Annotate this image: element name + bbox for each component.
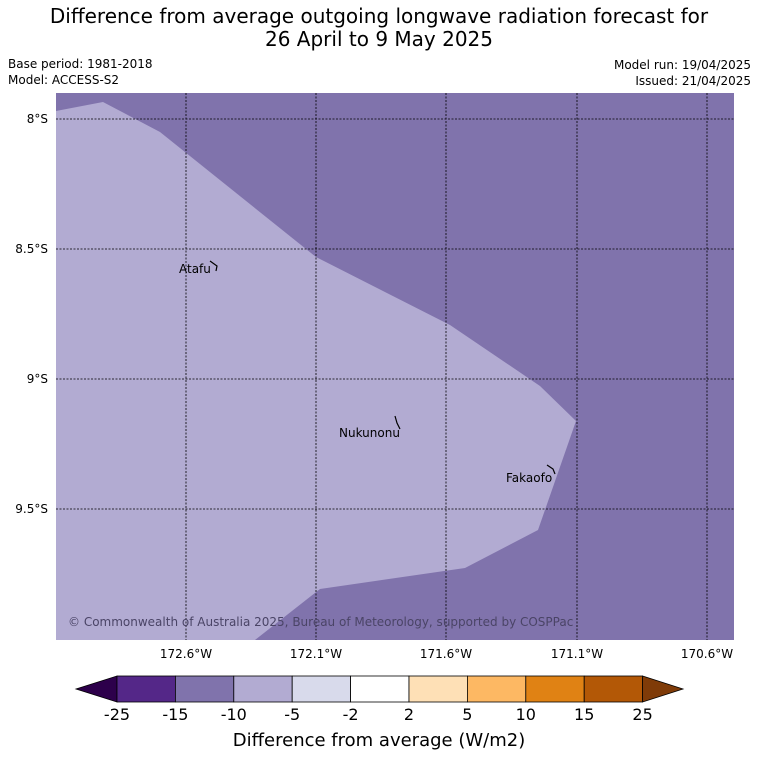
base-period: Base period: 1981-2018 bbox=[8, 57, 153, 71]
colorbar-bin-10-15 bbox=[525, 675, 585, 703]
colorbar-tick-2: 2 bbox=[404, 705, 414, 724]
colorbar-extend-low bbox=[74, 675, 118, 703]
colorbar-extend-high bbox=[642, 675, 685, 703]
lon-label-170-6w: 170.6°W bbox=[681, 647, 733, 661]
colorbar-bin-15-25 bbox=[583, 675, 644, 703]
colorbar-tick--2: -2 bbox=[343, 705, 359, 724]
lon-label-172-1w: 172.1°W bbox=[290, 647, 342, 661]
fakaofo-atoll bbox=[546, 464, 556, 475]
copyright-notice: © Commonwealth of Australia 2025, Bureau… bbox=[68, 615, 573, 629]
colorbar-tick--5: -5 bbox=[284, 705, 300, 724]
colorbar-tick--25: -25 bbox=[104, 705, 130, 724]
model-run: Model run: 19/04/2025 bbox=[613, 58, 751, 72]
colorbar-tick-5: 5 bbox=[462, 705, 472, 724]
lat-label-9s: 9°S bbox=[27, 372, 48, 386]
lon-label-172-6w: 172.6°W bbox=[160, 647, 212, 661]
colorbar-tick--15: -15 bbox=[162, 705, 188, 724]
place-nukunonu: Nukunonu bbox=[339, 426, 400, 440]
colorbar-bin--10--5 bbox=[233, 675, 293, 703]
colorbar-bin--5--2 bbox=[291, 675, 352, 703]
colorbar bbox=[74, 675, 685, 703]
colorbar-tick-25: 25 bbox=[632, 705, 652, 724]
colorbar-bin--25--15 bbox=[116, 675, 176, 703]
lon-label-171-1w: 171.1°W bbox=[551, 647, 603, 661]
meta-right: Model run: 19/04/2025 Issued: 21/04/2025 bbox=[614, 57, 751, 89]
nukunonu-atoll bbox=[394, 415, 401, 430]
colorbar-tick-10: 10 bbox=[516, 705, 536, 724]
lon-label-171-6w: 171.6°W bbox=[420, 647, 472, 661]
meta-left: Base period: 1981-2018 Model: ACCESS-S2 bbox=[8, 56, 153, 88]
model-name: Model: ACCESS-S2 bbox=[8, 73, 120, 87]
colorbar-bin--2-2 bbox=[350, 675, 410, 703]
colorbar-tick-15: 15 bbox=[574, 705, 594, 724]
atafu-atoll bbox=[209, 260, 218, 272]
place-atafu: Atafu bbox=[179, 262, 211, 276]
place-fakaofo: Fakaofo bbox=[506, 471, 552, 485]
lat-label-9-5s: 9.5°S bbox=[15, 502, 48, 516]
gridlines bbox=[56, 93, 734, 640]
title-line-2: 26 April to 9 May 2025 bbox=[265, 27, 493, 51]
chart-title: Difference from average outgoing longwav… bbox=[0, 5, 758, 51]
lat-label-8-5s: 8.5°S bbox=[15, 242, 48, 256]
colorbar-tick--10: -10 bbox=[221, 705, 247, 724]
title-line-1: Difference from average outgoing longwav… bbox=[49, 4, 709, 28]
lat-label-8s: 8°S bbox=[27, 112, 48, 126]
colorbar-bin-5-10 bbox=[466, 675, 527, 703]
atoll-outlines bbox=[209, 260, 556, 475]
issued-date: Issued: 21/04/2025 bbox=[635, 74, 751, 88]
colorbar-bin-2-5 bbox=[408, 675, 468, 703]
colorbar-bin--15--10 bbox=[174, 675, 235, 703]
colorbar-title: Difference from average (W/m2) bbox=[232, 730, 526, 751]
